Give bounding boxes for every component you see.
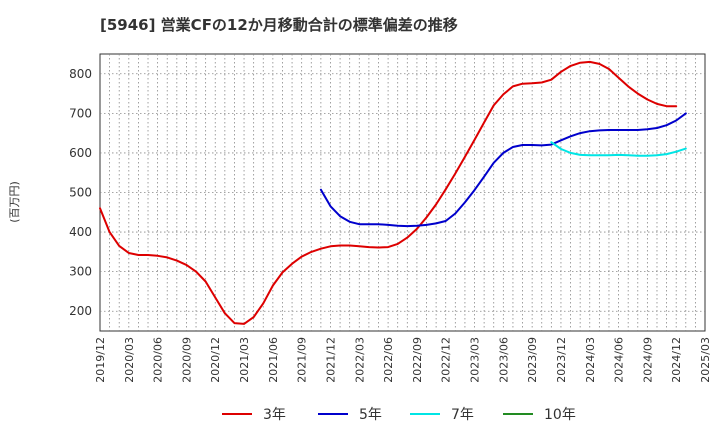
legend-label-3年: 3年: [263, 407, 286, 423]
x-tick-label: 2020/06: [152, 337, 165, 383]
x-tick-label: 2022/09: [411, 337, 424, 383]
x-tick-label: 2024/06: [613, 337, 626, 383]
x-tick-label: 2021/06: [267, 337, 280, 383]
x-tick-label: 2025/03: [699, 337, 712, 383]
legend-label-7年: 7年: [451, 407, 474, 423]
x-tick-label: 2023/09: [526, 337, 539, 383]
y-tick-label: 300: [69, 265, 92, 279]
y-gridlines: [100, 73, 705, 312]
x-tick-label: 2021/03: [238, 337, 251, 383]
y-tick-label: 800: [69, 67, 92, 81]
x-tick-label: 2021/09: [296, 337, 309, 383]
series-lines: [99, 60, 687, 325]
x-tick-label: 2019/12: [94, 337, 107, 383]
x-tick-labels: 2019/12 2020/03 2020/06 2020/09 2020/12 2021/…: [94, 337, 712, 383]
x-tick-label: 2022/03: [353, 337, 366, 383]
plot-area: [99, 53, 706, 332]
x-tick-label: 2023/06: [497, 337, 510, 383]
x-tick-label: 2024/03: [584, 337, 597, 383]
y-tick-label: 400: [69, 225, 92, 239]
y-tick-label: 700: [69, 106, 92, 120]
y-axis-label: (百万円): [8, 181, 21, 223]
legend: 3年 5年 7年 10年: [222, 407, 576, 423]
series-line-7年: [550, 141, 687, 157]
series-line-5年: [319, 112, 687, 228]
legend-label-10年: 10年: [544, 407, 576, 423]
y-tick-labels: 200 300 400 500 600 700 800: [69, 67, 92, 318]
legend-label-5年: 5年: [359, 407, 382, 423]
y-tick-label: 600: [69, 146, 92, 160]
x-tick-label: 2023/12: [555, 337, 568, 383]
series-line-3年: [99, 60, 678, 325]
chart-title: [5946] 営業CFの12か月移動合計の標準偏差の推移: [100, 16, 458, 34]
x-tick-label: 2020/09: [180, 337, 193, 383]
x-tick-label: 2023/03: [469, 337, 482, 383]
y-tick-label: 200: [69, 304, 92, 318]
x-tick-label: 2022/06: [382, 337, 395, 383]
x-tick-label: 2020/12: [209, 337, 222, 383]
x-tick-label: 2020/03: [123, 337, 136, 383]
y-tick-label: 500: [69, 186, 92, 200]
x-tick-label: 2024/09: [641, 337, 654, 383]
x-tick-label: 2022/12: [440, 337, 453, 383]
x-tick-label: 2021/12: [324, 337, 337, 383]
x-tick-label: 2024/12: [670, 337, 683, 383]
